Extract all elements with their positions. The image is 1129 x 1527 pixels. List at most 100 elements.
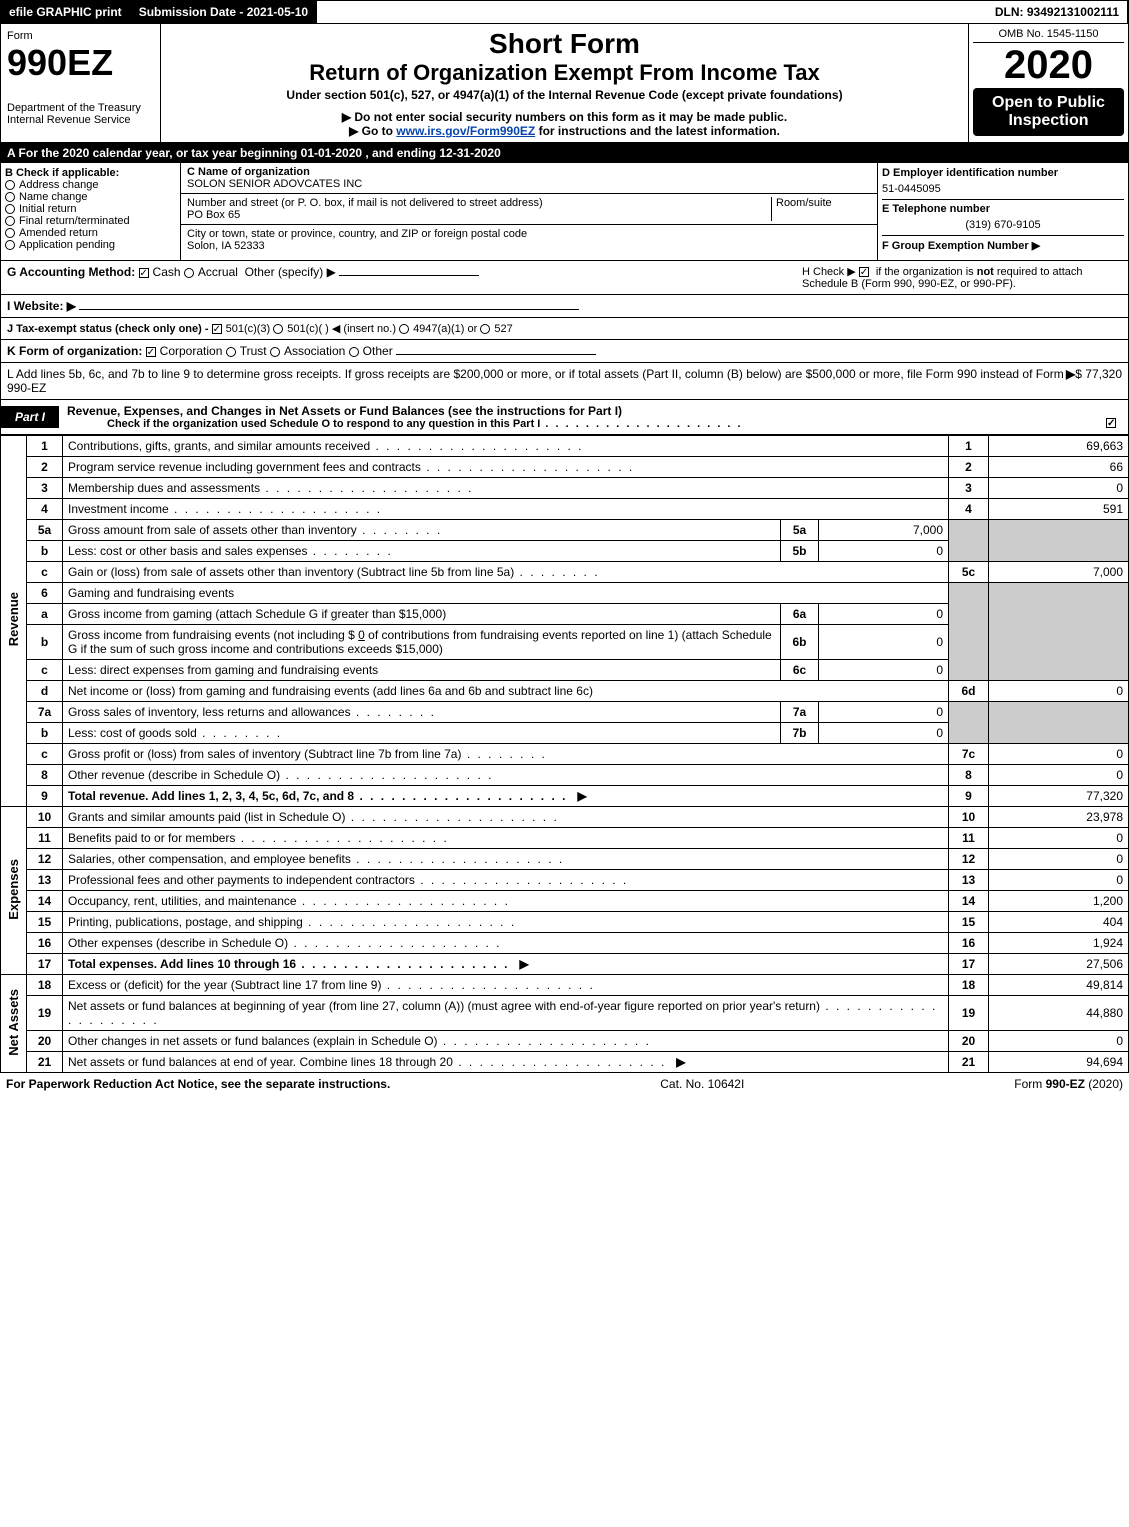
shade-5 bbox=[949, 520, 989, 562]
chk-final[interactable]: Final return/terminated bbox=[5, 215, 176, 227]
chk-accrual[interactable] bbox=[184, 268, 194, 278]
l5a-sn: 5a bbox=[781, 520, 819, 541]
h-mid: if the organization is bbox=[873, 266, 977, 278]
b-label: B Check if applicable: bbox=[5, 167, 176, 179]
l16-text: Other expenses (describe in Schedule O) bbox=[63, 933, 949, 954]
l2-amt: 66 bbox=[989, 457, 1129, 478]
l5b-num: b bbox=[27, 541, 63, 562]
chk-amended[interactable]: Amended return bbox=[5, 227, 176, 239]
l14-amt: 1,200 bbox=[989, 891, 1129, 912]
k-assoc: Association bbox=[284, 344, 345, 358]
security-note: ▶ Do not enter social security numbers o… bbox=[165, 110, 964, 124]
l10-amt: 23,978 bbox=[989, 807, 1129, 828]
l2-num: 2 bbox=[27, 457, 63, 478]
ein-value: 51-0445095 bbox=[882, 183, 1124, 195]
chk-name[interactable]: Name change bbox=[5, 191, 176, 203]
chk-initial[interactable]: Initial return bbox=[5, 203, 176, 215]
l4-amt: 591 bbox=[989, 499, 1129, 520]
form-subtitle: Under section 501(c), 527, or 4947(a)(1)… bbox=[165, 88, 964, 102]
chk-address[interactable]: Address change bbox=[5, 179, 176, 191]
k-other-input[interactable] bbox=[396, 354, 596, 355]
c-label: C Name of organization bbox=[187, 166, 310, 178]
col-c: C Name of organization SOLON SENIOR ADOV… bbox=[181, 163, 878, 260]
l7c-text: Gross profit or (loss) from sales of inv… bbox=[63, 744, 949, 765]
chk-assoc[interactable] bbox=[270, 347, 280, 357]
l9-rn: 9 bbox=[949, 786, 989, 807]
l21-text: Net assets or fund balances at end of ye… bbox=[63, 1052, 949, 1073]
k-label: K Form of organization: bbox=[7, 344, 142, 358]
chk-corp[interactable] bbox=[146, 347, 156, 357]
part1-table: Revenue 1 Contributions, gifts, grants, … bbox=[0, 435, 1129, 1073]
l17-text: Total expenses. Add lines 10 through 16 … bbox=[63, 954, 949, 975]
l9-amt: 77,320 bbox=[989, 786, 1129, 807]
section-bdef: B Check if applicable: Address change Na… bbox=[0, 163, 1129, 261]
room-label: Room/suite bbox=[771, 197, 871, 221]
l15-amt: 404 bbox=[989, 912, 1129, 933]
f-label: F Group Exemption Number ▶ bbox=[882, 235, 1124, 252]
i-label: I Website: ▶ bbox=[7, 299, 76, 313]
l1-rn: 1 bbox=[949, 436, 989, 457]
l10-num: 10 bbox=[27, 807, 63, 828]
l21-num: 21 bbox=[27, 1052, 63, 1073]
l16-amt: 1,924 bbox=[989, 933, 1129, 954]
h-check: H Check ▶ if the organization is not req… bbox=[802, 265, 1122, 290]
l12-num: 12 bbox=[27, 849, 63, 870]
l-amount: $ 77,320 bbox=[1075, 367, 1122, 395]
chk-amended-label: Amended return bbox=[19, 227, 98, 239]
l5b-text: Less: cost or other basis and sales expe… bbox=[63, 541, 781, 562]
l5c-text: Gain or (loss) from sale of assets other… bbox=[63, 562, 949, 583]
chk-4947[interactable] bbox=[399, 324, 409, 334]
l5b-sn: 5b bbox=[781, 541, 819, 562]
chk-cash[interactable] bbox=[139, 268, 149, 278]
street-value: PO Box 65 bbox=[187, 209, 240, 221]
l17-num: 17 bbox=[27, 954, 63, 975]
l2-rn: 2 bbox=[949, 457, 989, 478]
l21-rn: 21 bbox=[949, 1052, 989, 1073]
c-city-block: City or town, state or province, country… bbox=[181, 225, 877, 255]
l3-rn: 3 bbox=[949, 478, 989, 499]
l18-rn: 18 bbox=[949, 975, 989, 996]
l20-rn: 20 bbox=[949, 1031, 989, 1052]
chk-501c[interactable] bbox=[273, 324, 283, 334]
c-name-block: C Name of organization SOLON SENIOR ADOV… bbox=[181, 163, 877, 194]
chk-pending[interactable]: Application pending bbox=[5, 239, 176, 251]
l6b-sv: 0 bbox=[819, 625, 949, 660]
l16-rn: 16 bbox=[949, 933, 989, 954]
irs-link[interactable]: www.irs.gov/Form990EZ bbox=[396, 124, 535, 138]
l6-num: 6 bbox=[27, 583, 63, 604]
l6d-text: Net income or (loss) from gaming and fun… bbox=[63, 681, 949, 702]
chk-501c3[interactable] bbox=[212, 324, 222, 334]
website-input[interactable] bbox=[79, 309, 579, 310]
chk-schedule-o[interactable] bbox=[1106, 418, 1116, 428]
l5c-num: c bbox=[27, 562, 63, 583]
l12-rn: 12 bbox=[949, 849, 989, 870]
chk-other[interactable] bbox=[349, 347, 359, 357]
accrual-label: Accrual bbox=[198, 265, 238, 279]
other-input[interactable] bbox=[339, 275, 479, 276]
c-street-block: Number and street (or P. O. box, if mail… bbox=[181, 194, 877, 225]
l4-num: 4 bbox=[27, 499, 63, 520]
k-corp: Corporation bbox=[160, 344, 223, 358]
l6b-sn: 6b bbox=[781, 625, 819, 660]
top-bar: efile GRAPHIC print Submission Date - 20… bbox=[0, 0, 1129, 24]
l18-amt: 49,814 bbox=[989, 975, 1129, 996]
form-title: Return of Organization Exempt From Incom… bbox=[165, 60, 964, 86]
l6a-sv: 0 bbox=[819, 604, 949, 625]
chk-trust[interactable] bbox=[226, 347, 236, 357]
l5c-rn: 5c bbox=[949, 562, 989, 583]
l7a-text: Gross sales of inventory, less returns a… bbox=[63, 702, 781, 723]
l16-num: 16 bbox=[27, 933, 63, 954]
k-other: Other bbox=[363, 344, 393, 358]
goto-post: for instructions and the latest informat… bbox=[535, 124, 780, 138]
chk-527[interactable] bbox=[480, 324, 490, 334]
row-k: K Form of organization: Corporation Trus… bbox=[0, 340, 1129, 363]
chk-h[interactable] bbox=[859, 267, 869, 277]
l7a-sn: 7a bbox=[781, 702, 819, 723]
l8-text: Other revenue (describe in Schedule O) bbox=[63, 765, 949, 786]
street-label: Number and street (or P. O. box, if mail… bbox=[187, 197, 543, 209]
l11-amt: 0 bbox=[989, 828, 1129, 849]
dln: DLN: 93492131002111 bbox=[987, 1, 1128, 23]
l15-num: 15 bbox=[27, 912, 63, 933]
chk-final-label: Final return/terminated bbox=[19, 215, 130, 227]
footer-right: Form 990-EZ (2020) bbox=[1014, 1077, 1123, 1091]
